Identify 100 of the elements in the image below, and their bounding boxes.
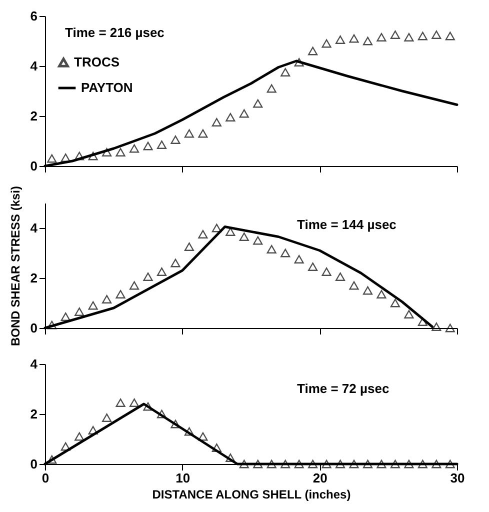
point: [294, 255, 304, 264]
y-tick-label: 4: [30, 356, 38, 372]
point: [280, 460, 290, 468]
point: [294, 58, 304, 66]
point: [376, 290, 386, 298]
y-tick-label: 0: [30, 456, 38, 472]
point: [226, 228, 236, 236]
point: [143, 272, 153, 281]
y-tick-label: 2: [30, 406, 38, 422]
point: [129, 144, 140, 153]
point: [226, 113, 236, 122]
y-tick-label: 2: [30, 270, 38, 286]
point: [74, 152, 84, 160]
point: [362, 286, 373, 295]
point: [156, 268, 167, 276]
point: [404, 310, 414, 318]
point: [445, 32, 455, 40]
point: [129, 281, 140, 290]
point: [116, 148, 126, 156]
point: [266, 84, 276, 93]
point: [390, 460, 400, 468]
point: [253, 236, 263, 245]
y-tick-label: 0: [30, 320, 38, 336]
point: [390, 30, 400, 39]
point: [156, 410, 167, 418]
point: [239, 109, 249, 118]
y-tick-label: 4: [30, 220, 38, 236]
point: [253, 460, 263, 468]
point: [322, 268, 332, 276]
point: [184, 242, 194, 251]
annotation: Time = 144 µsec: [297, 217, 396, 232]
point: [335, 36, 346, 44]
point: [198, 129, 208, 138]
annotation: Time = 72 µsec: [297, 381, 390, 396]
x-tick-label: 20: [312, 470, 328, 486]
point: [88, 426, 98, 434]
y-tick-label: 4: [30, 58, 38, 74]
point: [376, 460, 386, 468]
point: [362, 36, 373, 46]
point: [432, 322, 442, 331]
point: [60, 154, 70, 162]
point: [445, 460, 455, 468]
x-tick-label: 0: [42, 470, 50, 486]
point: [184, 427, 194, 436]
point: [88, 301, 98, 310]
point: [432, 460, 442, 468]
point: [376, 33, 386, 42]
point: [102, 148, 112, 156]
point: [170, 420, 180, 428]
x-tick-label: 30: [450, 470, 465, 486]
point: [74, 308, 84, 316]
point: [88, 152, 98, 160]
point: [308, 262, 318, 271]
point: [362, 460, 373, 468]
point: [116, 290, 126, 298]
point: [294, 460, 304, 468]
point: [322, 39, 332, 48]
point: [226, 454, 236, 462]
point: [445, 324, 455, 332]
legend-label: TROCS: [74, 54, 120, 70]
point: [116, 398, 126, 407]
point: [404, 460, 414, 468]
legend-label: PAYTON: [81, 80, 133, 95]
point: [418, 460, 428, 468]
annotation: Time = 216 µsec: [65, 25, 164, 40]
point: [335, 460, 346, 468]
point: [156, 140, 167, 149]
y-axis-title: BOND SHEAR STRESS (ksi): [8, 186, 22, 346]
point: [74, 432, 84, 441]
point: [102, 295, 112, 304]
y-tick-label: 2: [30, 108, 38, 124]
point: [322, 460, 332, 468]
point: [170, 136, 180, 144]
point: [308, 46, 318, 56]
point: [198, 230, 208, 238]
point: [184, 129, 194, 138]
point: [212, 118, 222, 126]
point: [280, 248, 290, 258]
point: [266, 460, 276, 468]
point: [404, 33, 414, 42]
point: [170, 258, 180, 268]
point: [102, 414, 112, 422]
x-tick-label: 10: [176, 470, 190, 486]
point: [47, 455, 57, 464]
point: [349, 281, 359, 290]
point: [60, 312, 70, 321]
point: [253, 99, 263, 108]
point: [143, 402, 153, 411]
y-tick-label: 6: [30, 8, 38, 24]
point: [212, 444, 222, 452]
point: [349, 34, 359, 43]
point: [129, 398, 140, 407]
point: [390, 298, 400, 308]
point: [432, 30, 442, 39]
point: [60, 442, 70, 451]
point: [143, 142, 153, 150]
point: [198, 432, 208, 441]
y-tick-label: 0: [30, 158, 38, 174]
point: [280, 68, 290, 76]
point: [239, 232, 249, 241]
